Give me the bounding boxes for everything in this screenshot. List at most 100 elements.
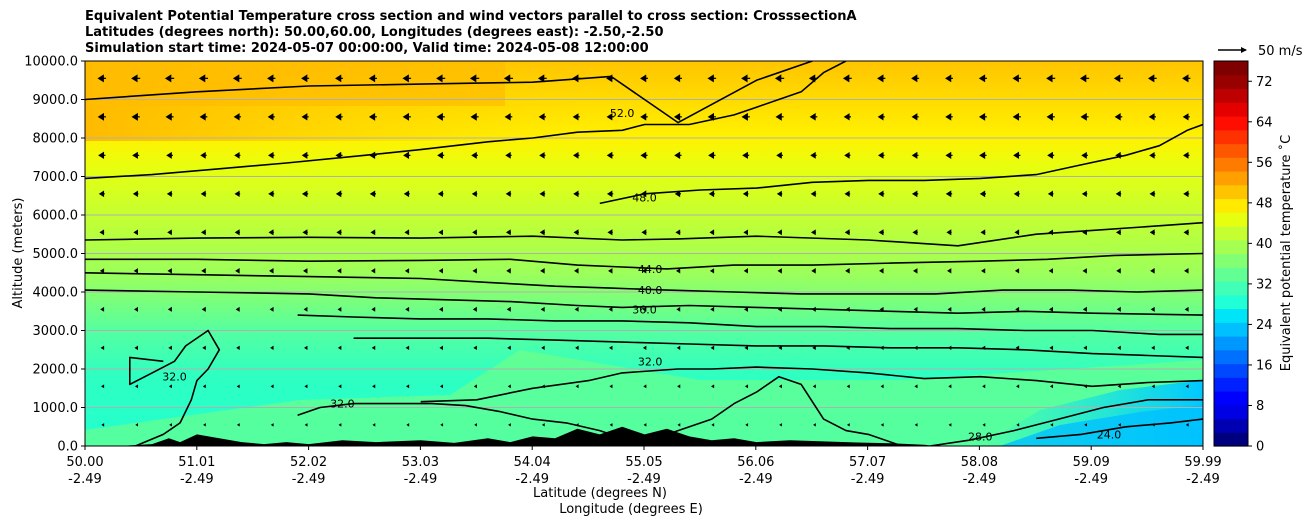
- wind-arrow: [1151, 345, 1155, 350]
- colorbar-segment: [1214, 404, 1248, 420]
- wind-arrow: [371, 306, 376, 312]
- wind-arrow: [405, 306, 410, 312]
- wind-arrow: [1081, 151, 1088, 159]
- wind-arrow: [471, 151, 478, 159]
- chart-title-line-2: Latitudes (degrees north): 50.00,60.00, …: [85, 25, 664, 40]
- wind-arrow: [677, 384, 681, 389]
- wind-arrow: [1046, 112, 1055, 121]
- wind-arrow: [1016, 423, 1020, 427]
- wind-arrow: [710, 306, 715, 312]
- wind-arrow: [810, 229, 816, 236]
- wind-arrow: [572, 113, 580, 121]
- wind-arrow: [1013, 151, 1021, 160]
- y-tick-label: 4000.0: [33, 286, 79, 301]
- wind-arrow: [642, 306, 647, 312]
- wind-arrow: [945, 74, 953, 83]
- wind-arrow: [914, 384, 918, 389]
- wind-arrow: [166, 151, 173, 159]
- wind-arrow: [301, 113, 309, 121]
- wind-arrow: [439, 345, 444, 351]
- wind-arrow: [236, 345, 240, 350]
- colorbar-tick-label: 16: [1256, 358, 1273, 373]
- y-tick-label: 9000.0: [33, 93, 79, 108]
- y-tick-label: 5000.0: [33, 247, 79, 262]
- wind-arrow: [880, 423, 884, 427]
- wind-arrow: [1184, 268, 1189, 274]
- wind-arrow: [776, 151, 783, 159]
- wind-arrow: [978, 112, 987, 121]
- wind-arrow: [609, 423, 613, 427]
- contour-line: [420, 366, 1203, 403]
- wind-arrow: [1049, 345, 1054, 351]
- wind-arrow: [403, 190, 410, 198]
- wind-arrow: [1183, 190, 1190, 198]
- wind-arrow: [608, 306, 613, 312]
- wind-arrow: [877, 74, 886, 83]
- contour-line: [85, 221, 1203, 247]
- wind-arrow: [405, 345, 410, 351]
- wind-arrow: [1079, 74, 1090, 83]
- colorbar-segment: [1214, 74, 1248, 90]
- wind-arrow: [742, 190, 749, 198]
- wind-arrow: [643, 384, 647, 389]
- wind-arrow: [1149, 190, 1156, 198]
- wind-arrow: [335, 74, 343, 83]
- wind-arrow: [1083, 345, 1087, 351]
- wind-arrow: [270, 345, 274, 350]
- wind-arrow: [1116, 306, 1121, 312]
- wind-arrow: [812, 345, 816, 351]
- wind-arrow: [268, 229, 274, 236]
- chart-title-line-1: Equivalent Potential Temperature cross s…: [85, 9, 857, 24]
- wind-arrow: [234, 190, 241, 198]
- wind-arrow: [133, 268, 138, 274]
- wind-arrow: [775, 112, 784, 121]
- wind-arrow: [101, 423, 105, 427]
- wind-arrow: [304, 345, 308, 350]
- colorbar-tick-label: 8: [1256, 399, 1264, 414]
- wind-arrow: [913, 306, 918, 312]
- wind-arrow: [1049, 306, 1054, 312]
- wind-arrow: [440, 423, 444, 427]
- colorbar-segment: [1214, 102, 1248, 117]
- colorbar-segment: [1214, 198, 1248, 213]
- moist-boundary-layer: [85, 350, 1203, 446]
- contour-label: 52.0: [610, 107, 635, 120]
- wind-arrow: [607, 229, 613, 236]
- wind-arrow: [574, 306, 579, 312]
- wind-arrow: [304, 423, 308, 427]
- wind-arrow: [711, 384, 715, 389]
- wind-arrow: [269, 306, 274, 312]
- wind-arrow: [1148, 113, 1156, 121]
- wind-arrow: [745, 423, 749, 427]
- contour-label: 32.0: [638, 355, 663, 368]
- wind-arrow: [169, 423, 172, 427]
- wind-arrow: [504, 113, 513, 121]
- wind-arrow: [945, 151, 953, 159]
- colorbar-segment: [1214, 171, 1248, 186]
- wind-arrow: [945, 190, 953, 198]
- wind-arrow: [914, 423, 918, 427]
- wind-arrow: [369, 190, 377, 198]
- wind-arrow: [842, 74, 852, 83]
- wind-arrow: [200, 151, 207, 159]
- wind-arrow: [235, 306, 240, 312]
- wind-arrow: [303, 268, 308, 274]
- wind-arrow: [302, 229, 308, 236]
- wind-arrow: [709, 268, 715, 274]
- wind-arrow: [236, 423, 240, 427]
- wind-arrow: [813, 423, 816, 427]
- wind-arrow: [1117, 384, 1121, 389]
- wind-arrow: [573, 190, 580, 198]
- wind-arrow: [507, 345, 511, 351]
- wind-arrow: [202, 345, 206, 351]
- wind-arrow: [979, 190, 987, 198]
- wind-arrow: [267, 113, 275, 121]
- x-tick-label-lat: 59.99: [1184, 455, 1221, 470]
- wind-arrow: [913, 268, 918, 274]
- wind-arrow: [640, 74, 648, 83]
- wind-arrow: [368, 74, 377, 83]
- wind-arrow: [372, 384, 376, 389]
- wind-arrow: [404, 268, 410, 274]
- x-tick-label-lat: 50.00: [66, 455, 103, 470]
- wind-arrow: [371, 345, 376, 351]
